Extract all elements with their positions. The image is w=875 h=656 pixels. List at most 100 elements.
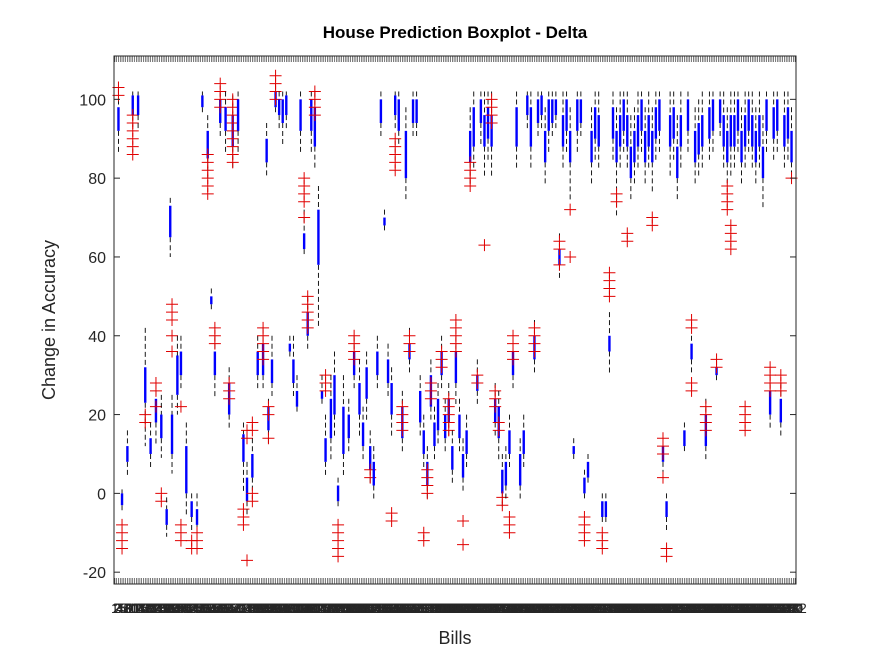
x-tick-label: 114 <box>305 600 328 616</box>
x-tick-label: 293 <box>625 600 649 616</box>
outlier-marker <box>201 148 214 161</box>
outlier-marker <box>155 495 168 508</box>
box-82 <box>449 314 462 407</box>
x-tick-label: 154 <box>376 600 400 616</box>
x-tick-label: 166 <box>398 600 422 616</box>
x-tick-label: 236 <box>523 600 547 616</box>
x-tick-label: 55 <box>204 600 220 616</box>
x-tick-label: 321 <box>675 600 699 616</box>
box-94 <box>492 390 505 462</box>
x-tick-label: 157 <box>382 600 406 616</box>
outlier-marker <box>214 77 227 90</box>
x-tick-label: 349 <box>725 600 749 616</box>
x-tick-label: 167 <box>400 600 424 616</box>
x-tick-label: 31 <box>161 600 177 616</box>
x-tick-label: 194 <box>448 600 472 616</box>
x-tick-label: 187 <box>435 600 459 616</box>
x-tick-label: 160 <box>387 600 411 616</box>
x-tick-label: 252 <box>551 600 575 616</box>
box-125 <box>603 266 616 376</box>
outlier-marker <box>301 290 314 303</box>
x-tick-label: 131 <box>335 600 359 616</box>
x-tick-label: 62 <box>216 600 232 616</box>
y-tick-label: 20 <box>88 408 106 425</box>
box-64 <box>385 367 398 527</box>
x-tick-label: 71 <box>232 600 248 616</box>
outlier-marker <box>442 392 455 405</box>
x-tick-label: 81 <box>250 600 266 616</box>
x-tick-label: 279 <box>600 600 624 616</box>
box-24 <box>226 93 239 171</box>
x-tick-label: 133 <box>339 600 363 616</box>
x-tick-label: 331 <box>692 600 716 616</box>
outlier-marker <box>269 69 282 82</box>
x-tick-label: 348 <box>723 600 747 616</box>
x-tick-label: 245 <box>539 600 563 616</box>
outlier-marker <box>496 499 509 512</box>
x-tick-label: 216 <box>487 600 511 616</box>
box-16 <box>191 493 204 555</box>
y-tick-label: 40 <box>88 329 106 346</box>
box-42 <box>298 172 311 257</box>
x-tick-label: 39 <box>175 600 191 616</box>
x-tick-label: 153 <box>375 600 399 616</box>
x-tick-label: 273 <box>589 600 613 616</box>
x-tick-label: 135 <box>342 600 366 616</box>
x-tick-label: 45 <box>186 600 202 616</box>
x-tick-label: 77 <box>243 600 259 616</box>
x-tick-label: 222 <box>498 600 522 616</box>
outlier-marker <box>385 514 398 527</box>
x-tick-label: 197 <box>453 600 477 616</box>
box-78 <box>435 335 448 391</box>
outlier-marker <box>656 432 669 445</box>
x-tick-label: 101 <box>282 600 306 616</box>
y-tick-label: 0 <box>97 486 106 503</box>
x-tick-label: 204 <box>466 600 490 616</box>
x-tick-label: 364 <box>751 600 775 616</box>
x-tick-label: 239 <box>528 600 552 616</box>
x-tick-label: 288 <box>616 600 640 616</box>
outlier-marker <box>139 408 152 421</box>
x-tick-label: 283 <box>607 600 631 616</box>
outlier-marker <box>685 314 698 326</box>
x-tick-label: 73 <box>236 600 252 616</box>
x-tick-label: 61 <box>214 600 230 616</box>
x-tick-label: 58 <box>209 600 225 616</box>
x-tick-label: 368 <box>758 600 782 616</box>
x-tick-label: 334 <box>698 600 722 616</box>
x-tick-label: 308 <box>651 600 675 616</box>
x-tick-label: 255 <box>557 600 581 616</box>
x-tick-label: 48 <box>191 600 207 616</box>
x-tick-label: 344 <box>716 600 740 616</box>
x-tick-label: 276 <box>594 600 618 616</box>
x-tick-label: 300 <box>637 600 661 616</box>
box-45 <box>308 85 321 171</box>
x-tick-label: 10 <box>123 600 139 616</box>
box-90 <box>478 91 491 252</box>
x-tick-label: 106 <box>291 600 315 616</box>
x-tick-label: 92 <box>270 600 286 616</box>
x-tick-label: 86 <box>259 600 275 616</box>
x-tick-label: 228 <box>508 600 532 616</box>
x-tick-label: 305 <box>646 600 670 616</box>
x-tick-label: 350 <box>726 600 750 616</box>
outlier-marker <box>699 400 712 413</box>
x-tick-label: 20 <box>141 600 157 616</box>
outlier-marker <box>319 369 332 382</box>
x-tick-label: 98 <box>280 600 296 616</box>
x-tick-label: 158 <box>384 600 408 616</box>
x-tick-label: 378 <box>776 600 800 616</box>
x-tick-label: 201 <box>460 600 484 616</box>
x-tick-label: 302 <box>641 600 665 616</box>
outlier-marker <box>226 93 239 106</box>
x-tick-label: 199 <box>457 600 481 616</box>
box-159 <box>724 91 737 256</box>
x-tick-label: 340 <box>708 600 732 616</box>
x-tick-label: 181 <box>425 600 449 616</box>
x-tick-label: 221 <box>496 600 520 616</box>
outlier-marker <box>403 329 416 342</box>
x-tick-label: 37 <box>171 600 187 616</box>
x-tick-label: 247 <box>542 600 566 616</box>
box-170 <box>764 361 777 431</box>
plot-area <box>112 56 798 584</box>
